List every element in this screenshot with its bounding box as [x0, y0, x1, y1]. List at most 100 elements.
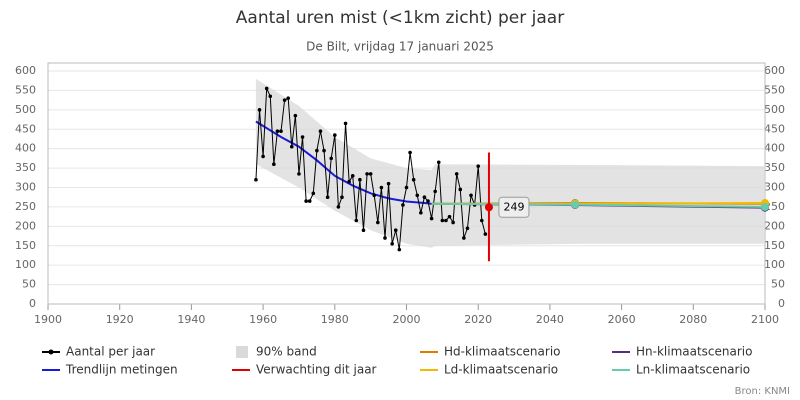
x-tick-label: 1960 — [249, 313, 277, 326]
chart-subtitle: De Bilt, vrijdag 17 januari 2025 — [306, 40, 494, 54]
x-tick-label: 1980 — [321, 313, 349, 326]
data-point — [279, 129, 283, 133]
x-tick-label: 1940 — [177, 313, 205, 326]
y2-tick-label: 350 — [764, 161, 785, 174]
forecast-label-box — [498, 196, 530, 218]
data-point — [415, 193, 420, 198]
data-point — [419, 210, 423, 215]
data-point — [447, 214, 452, 219]
data-point — [343, 121, 348, 126]
data-point — [433, 189, 437, 194]
y2-tick-label: 300 — [764, 181, 785, 194]
trend-line — [255, 120, 432, 205]
data-point — [272, 162, 276, 166]
legend-label[interactable]: Trendlijn metingen — [65, 363, 178, 377]
y2-tick-label: 500 — [764, 103, 785, 116]
y2-tick-label: 400 — [764, 142, 785, 155]
x-tick-label: 2060 — [608, 313, 636, 326]
data-point — [293, 113, 298, 118]
y-tick-label: 600 — [15, 64, 36, 77]
data-point — [354, 218, 359, 223]
data-point — [376, 220, 380, 225]
y-tick-label: 400 — [15, 142, 36, 155]
legend-swatch — [236, 346, 248, 358]
forecast-point — [484, 203, 493, 212]
legend-label[interactable]: Ln-klimaatscenario — [636, 363, 750, 377]
data-point — [286, 96, 290, 100]
scenario-marker — [761, 202, 769, 211]
y-tick-label: 0 — [29, 297, 36, 310]
data-point — [261, 154, 265, 159]
data-point — [300, 135, 305, 139]
x-tick-label: 2040 — [536, 313, 564, 326]
data-point — [325, 195, 330, 200]
data-point — [479, 218, 484, 223]
x-tick-label: 2080 — [679, 313, 707, 326]
data-point — [458, 187, 463, 192]
y-tick-label: 200 — [15, 219, 36, 232]
y2-tick-label: 150 — [764, 239, 785, 252]
y-tick-label: 450 — [15, 122, 36, 135]
data-point — [315, 148, 319, 153]
data-point — [264, 86, 269, 91]
y-tick-label: 300 — [15, 181, 36, 194]
y2-tick-label: 450 — [764, 122, 785, 135]
data-point — [397, 247, 402, 252]
data-point — [408, 150, 412, 155]
legend-label[interactable]: 90% band — [256, 345, 317, 359]
data-point — [257, 108, 262, 112]
scenario-marker — [570, 200, 579, 209]
data-point — [340, 195, 344, 200]
legend-label[interactable]: Hn-klimaatscenario — [636, 345, 752, 359]
data-point — [476, 164, 481, 168]
legend-label[interactable]: Aantal per jaar — [66, 345, 155, 359]
data-point — [361, 228, 366, 233]
y-tick-label: 50 — [22, 278, 36, 291]
x-tick-label: 1920 — [106, 313, 134, 326]
data-point — [436, 160, 441, 165]
data-point — [307, 199, 312, 203]
data-point — [426, 199, 430, 203]
data-point — [404, 185, 409, 190]
data-point — [429, 216, 434, 221]
legend-label[interactable]: Hd-klimaatscenario — [444, 345, 561, 359]
legend-marker — [48, 349, 54, 355]
data-point — [289, 144, 294, 149]
y-tick-label: 250 — [15, 200, 36, 213]
y-tick-label: 100 — [15, 258, 36, 271]
data-point — [393, 228, 398, 233]
data-point — [454, 172, 459, 176]
data-point — [350, 174, 355, 178]
data-point — [254, 177, 258, 182]
data-point — [368, 172, 373, 176]
band — [255, 78, 765, 248]
data-point — [440, 218, 445, 223]
x-tick-label: 2020 — [464, 313, 492, 326]
y2-tick-label: 50 — [771, 278, 785, 291]
data-point — [311, 191, 316, 196]
data-point — [379, 185, 384, 190]
data-point — [401, 203, 405, 207]
data-point — [304, 199, 308, 203]
credit: Bron: KNMI — [735, 386, 790, 397]
y-tick-label: 500 — [15, 103, 36, 116]
y-tick-label: 350 — [15, 161, 36, 174]
y2-tick-label: 200 — [764, 219, 785, 232]
y2-tick-label: 0 — [778, 297, 785, 310]
data-point — [383, 236, 387, 240]
data-point — [347, 179, 351, 184]
chart-title: Aantal uren mist (<1km zicht) per jaar — [236, 8, 564, 28]
data-point — [465, 226, 470, 231]
data-point — [333, 133, 337, 137]
data-point — [444, 218, 448, 223]
legend-label[interactable]: Ld-klimaatscenario — [444, 363, 558, 377]
data-point — [318, 129, 323, 133]
data-point — [275, 129, 280, 133]
data-point — [297, 172, 301, 176]
y-tick-label: 150 — [15, 239, 36, 252]
data-point — [469, 193, 473, 198]
legend-label[interactable]: Verwachting dit jaar — [256, 363, 377, 377]
data-point — [329, 156, 334, 161]
y2-tick-label: 100 — [764, 258, 785, 271]
data-point — [336, 205, 341, 209]
